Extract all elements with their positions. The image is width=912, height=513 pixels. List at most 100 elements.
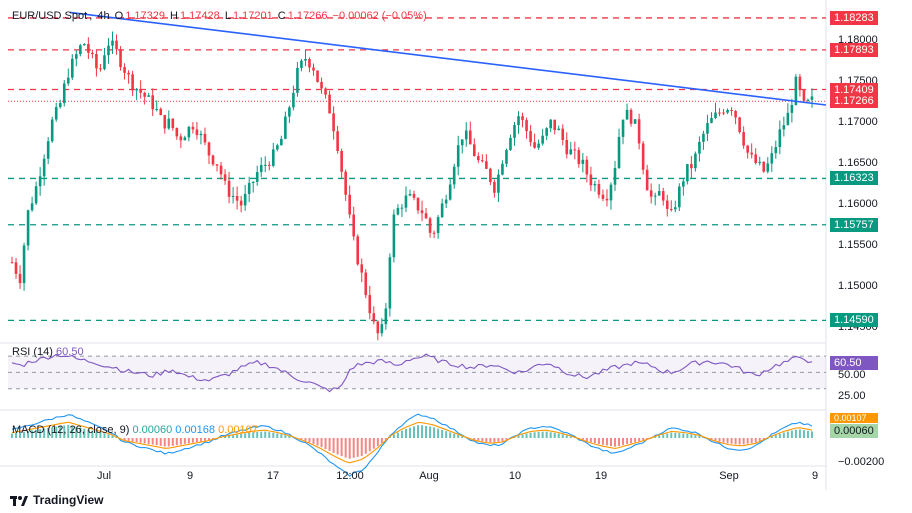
macd-histogram-bar (561, 434, 564, 438)
macd-histogram-bar (537, 431, 540, 438)
candle-body (613, 168, 617, 185)
macd-histogram-bar (642, 438, 645, 441)
candle-body (62, 83, 66, 104)
candle-body (436, 217, 440, 233)
macd-histogram-bar (589, 438, 592, 443)
candle-body (38, 176, 42, 187)
candle-body (115, 40, 118, 50)
macd-histogram-bar (798, 429, 801, 438)
macd-histogram-bar (408, 427, 411, 438)
candle-body (577, 150, 581, 164)
candle-body (79, 45, 82, 55)
candle-body (557, 128, 561, 131)
candle-body (392, 214, 396, 258)
macd-histogram-bar (256, 431, 259, 438)
macd-histogram-bar (364, 438, 367, 454)
macd-histogram-bar (690, 434, 693, 438)
macd-histogram-bar (300, 438, 303, 440)
macd-v2: 0.00168 (175, 424, 216, 436)
macd-histogram-bar (674, 432, 677, 438)
candle-body (195, 129, 199, 136)
macd-histogram-bar (553, 432, 556, 438)
macd-histogram-bar (545, 431, 548, 438)
macd-histogram-bar (477, 438, 480, 441)
macd-histogram-bar (742, 438, 745, 445)
macd-histogram-bar (111, 435, 114, 438)
macd-v3: 0.00107 (218, 424, 258, 436)
price-axis-label: 1.17000 (838, 116, 878, 128)
low-value: 1.17201 (232, 10, 273, 22)
macd-histogram-bar (340, 438, 343, 457)
candle-body (18, 273, 22, 284)
candle-body (396, 207, 400, 215)
candle-body (66, 77, 70, 84)
macd-tag-signal: 0.00107 (830, 413, 878, 423)
macd-histogram-bar (320, 438, 323, 448)
candle-body (468, 130, 472, 145)
macd-histogram-bar (666, 433, 669, 438)
candle-body (328, 94, 331, 114)
macd-tag-hist: 0.00060 (830, 424, 878, 438)
price-axis-label: 1.15000 (838, 279, 878, 292)
candle-body (806, 99, 810, 101)
macd-histogram-bar (774, 435, 777, 438)
candle-body (284, 116, 287, 139)
candle-body (54, 107, 58, 120)
macd-histogram-bar (268, 432, 271, 438)
macd-histogram-bar (63, 425, 66, 438)
candle-body (509, 137, 512, 150)
macd-histogram-bar (272, 432, 275, 438)
macd-histogram-bar (195, 438, 198, 443)
candle-body (364, 272, 368, 296)
macd-histogram-bar (207, 438, 210, 441)
candle-body (360, 264, 364, 273)
level-tag: 1.17409 (830, 82, 878, 97)
macd-histogram-bar (304, 438, 307, 441)
candle-body (71, 58, 74, 78)
macd-histogram-bar (332, 438, 335, 453)
candle-body (219, 165, 223, 175)
symbol-name[interactable]: EUR/USD Spot (12, 10, 88, 22)
macd-histogram-bar (758, 438, 761, 441)
macd-histogram-bar (19, 432, 22, 438)
candle-body (320, 81, 323, 89)
macd-histogram-bar (778, 433, 781, 438)
candle-body (525, 120, 528, 132)
candle-body (231, 196, 235, 198)
macd-axis-low: −0.00200 (838, 456, 885, 468)
macd-histogram-bar (87, 429, 90, 438)
candle-body (501, 163, 504, 175)
candle-body (151, 95, 154, 110)
candle-body (653, 195, 657, 197)
macd-histogram-bar (449, 432, 452, 438)
candle-body (617, 136, 621, 169)
candle-body (746, 145, 749, 153)
macd-histogram-bar (718, 438, 721, 442)
candle-body (171, 118, 175, 129)
rsi-header-value: 60.50 (56, 346, 84, 358)
candle-body (786, 112, 790, 126)
interval[interactable]: 4h (97, 10, 110, 22)
macd-histogram-bar (352, 438, 355, 458)
macd-histogram-bar (806, 430, 809, 438)
candle-body (103, 55, 106, 70)
level-tag: 1.17266 (830, 94, 878, 109)
macd-histogram-bar (131, 438, 134, 442)
macd-histogram-bar (228, 435, 231, 438)
candle-body (497, 174, 500, 193)
rsi-label[interactable]: RSI (14) (12, 346, 53, 358)
macd-label[interactable]: MACD (12, 26, close, 9) (12, 424, 130, 436)
candle-body (521, 116, 524, 121)
tradingview-brand[interactable]: TradingView (10, 493, 103, 507)
candle-body (119, 49, 122, 68)
macd-histogram-bar (312, 438, 315, 444)
symbol-header: EUR/USD Spot, 4h O 1.17329 H 1.17428 L 1.17… (12, 10, 427, 22)
macd-histogram-bar (71, 425, 74, 438)
candle-body (460, 139, 464, 146)
macd-histogram-bar (489, 438, 492, 443)
macd-histogram-bar (151, 438, 154, 445)
macd-histogram-bar (171, 438, 174, 446)
candle-body (629, 109, 633, 124)
macd-histogram-bar (541, 431, 544, 438)
